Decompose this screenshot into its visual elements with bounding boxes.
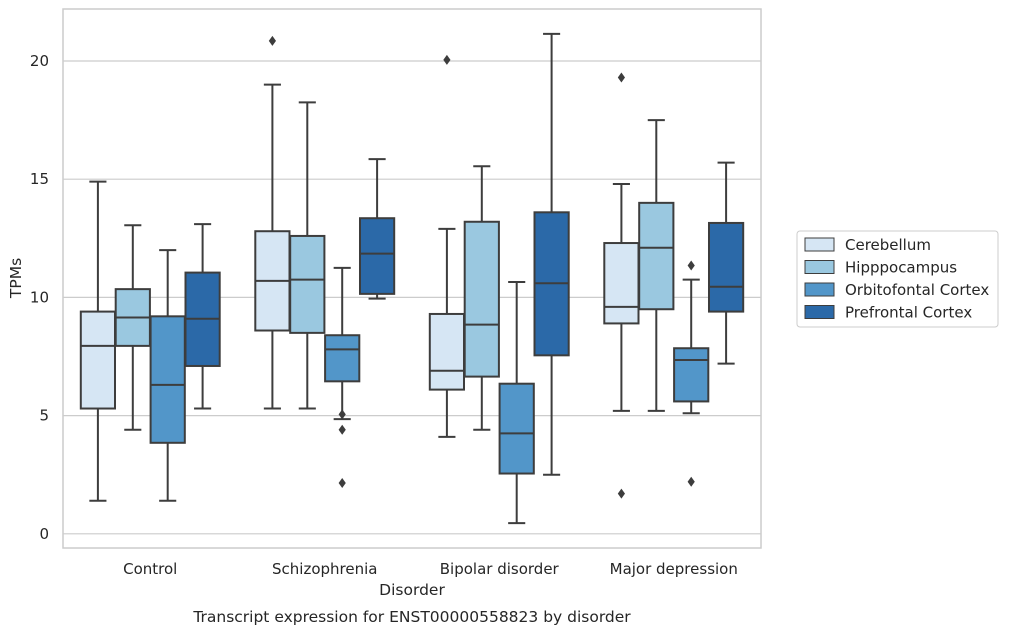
- box: [289, 101, 326, 410]
- box: [533, 32, 570, 476]
- y-axis-ticks: 0 5 10 15 20: [30, 52, 49, 543]
- box: [498, 281, 535, 525]
- box-body: [324, 334, 361, 383]
- x-tick-label: Major depression: [610, 560, 738, 578]
- legend-label: Hipppocampus: [845, 259, 957, 277]
- outlier-marker: [338, 424, 346, 435]
- legend-label: Orbitofontal Cortex: [845, 281, 989, 299]
- outlier-marker: [687, 260, 695, 271]
- box-body: [289, 234, 326, 334]
- box: [358, 158, 396, 300]
- legend: Cerebellum Hipppocampus Orbitofontal Corte…: [796, 230, 999, 328]
- box: [254, 35, 291, 410]
- box-body: [428, 312, 466, 391]
- legend-swatch: [804, 305, 835, 319]
- y-tick-label: 5: [39, 407, 49, 425]
- x-tick-label: Control: [123, 560, 177, 578]
- box-body: [463, 220, 500, 378]
- legend-swatch: [804, 260, 835, 274]
- legend-label: Cerebellum: [845, 236, 931, 254]
- outlier-marker: [617, 488, 625, 499]
- box-body: [603, 242, 640, 325]
- box: [149, 249, 186, 502]
- box-body: [358, 217, 396, 295]
- box-body: [79, 310, 117, 410]
- legend-label: Prefrontal Cortex: [845, 304, 972, 322]
- x-axis-ticks: Control Schizophrenia Bipolar disorder Majo…: [123, 560, 738, 578]
- box-body: [638, 201, 675, 311]
- box-body: [498, 382, 535, 475]
- box: [638, 119, 675, 412]
- box: [184, 223, 221, 410]
- y-axis-label: TPMs: [7, 258, 25, 299]
- outlier-marker: [617, 72, 625, 83]
- box: [603, 72, 640, 499]
- y-tick-label: 0: [39, 525, 49, 543]
- box-body: [707, 221, 745, 313]
- box-body: [673, 347, 710, 403]
- y-tick-label: 20: [30, 52, 49, 70]
- legend-swatch: [804, 282, 835, 297]
- plot-frame: [62, 8, 762, 549]
- outlier-marker: [338, 409, 346, 420]
- box: [673, 260, 710, 487]
- x-tick-label: Schizophrenia: [272, 560, 377, 578]
- y-tick-label: 10: [30, 288, 49, 306]
- y-tick-label: 15: [30, 170, 49, 188]
- legend-frame: [796, 230, 999, 328]
- x-axis-label: Disorder: [379, 581, 445, 599]
- box: [79, 180, 117, 502]
- outlier-marker: [443, 54, 451, 65]
- box: [463, 165, 500, 431]
- box: [707, 161, 745, 365]
- outlier-marker: [268, 35, 276, 46]
- box-series: [79, 32, 745, 525]
- box: [324, 266, 361, 488]
- outlier-marker: [338, 477, 346, 488]
- legend-swatch: [804, 237, 835, 252]
- box-body: [149, 315, 186, 444]
- chart-caption: Transcript expression for ENST0000055882…: [192, 608, 631, 626]
- outlier-marker: [687, 476, 695, 487]
- box: [114, 224, 151, 431]
- x-tick-label: Bipolar disorder: [440, 560, 560, 578]
- box: [428, 54, 466, 438]
